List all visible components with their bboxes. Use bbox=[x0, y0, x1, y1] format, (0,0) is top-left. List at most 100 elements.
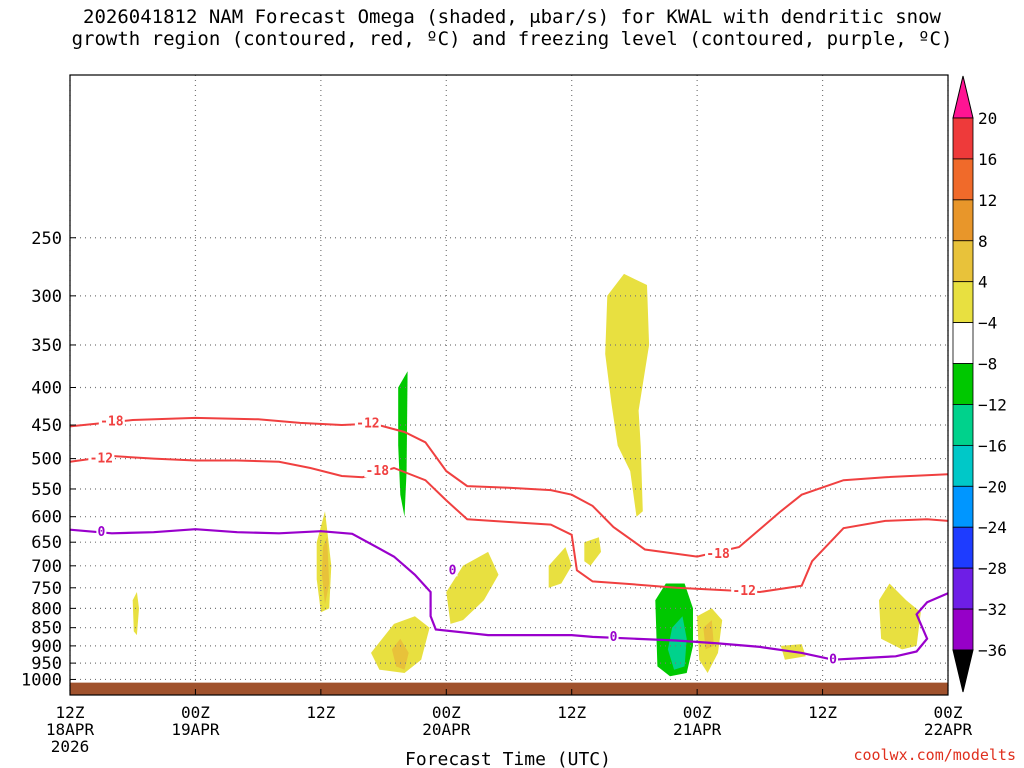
y-tick-label-900: 900 bbox=[31, 637, 62, 657]
colorbar-swatch-3 bbox=[952, 240, 974, 283]
colorbar-swatch-11 bbox=[952, 567, 974, 610]
y-tick-label-600: 600 bbox=[31, 508, 62, 528]
isotherm-label-bg-5 bbox=[731, 583, 758, 598]
colorbar-bottom-arrow bbox=[952, 649, 974, 693]
omega-region-21 bbox=[391, 638, 409, 670]
colorbar-swatch-0 bbox=[952, 117, 974, 160]
isotherm-minus18-line bbox=[69, 416, 949, 558]
colorbar-label-11: −28 bbox=[978, 559, 1007, 578]
freezing-label-3: 0 bbox=[829, 653, 837, 668]
contour-lines: -18 -12 -18 -12 -18 -12 0 0 0 0 bbox=[69, 413, 949, 668]
colorbar-label-3: 8 bbox=[978, 232, 988, 251]
y-tick-label-500: 500 bbox=[31, 450, 62, 470]
colorbar-label-12: −32 bbox=[978, 600, 1007, 619]
colorbar-label-13: −36 bbox=[978, 641, 1007, 660]
x-tick-label-h84-2: 22APR bbox=[924, 720, 973, 739]
omega-region-11 bbox=[605, 273, 650, 517]
freezing-label-0: 0 bbox=[97, 525, 105, 540]
isotherm-label-bg-0 bbox=[98, 413, 125, 428]
chart-title: 2026041812 NAM Forecast Omega (shaded, μ… bbox=[0, 6, 1024, 50]
colorbar-swatch-6 bbox=[952, 363, 974, 405]
freezing-level-line bbox=[69, 528, 949, 661]
x-tick-label-h48-1: 12Z bbox=[557, 703, 586, 722]
x-tick-label-h12-1: 00Z bbox=[181, 703, 210, 722]
credit-link[interactable]: coolwx.com/modelts bbox=[853, 746, 1016, 764]
colorbar-label-6: −8 bbox=[978, 355, 997, 374]
isotherm-label-bg-1 bbox=[354, 415, 381, 430]
y-tick-label-400: 400 bbox=[31, 379, 62, 399]
chart-title-line-2: growth region (contoured, red, ºC) and f… bbox=[71, 28, 953, 50]
y-tick-label-700: 700 bbox=[31, 557, 62, 577]
colorbar: 20 16 12 8 4 −4 −8 −12 −16 −20 −24 −28 −32 −36 bbox=[952, 75, 1007, 693]
freezing-label-bg-2 bbox=[608, 629, 619, 643]
y-tick-label-800: 800 bbox=[31, 599, 62, 619]
x-tick-label-h60-2: 21APR bbox=[673, 720, 722, 739]
omega-region-17 bbox=[584, 537, 601, 566]
x-tick-label-h84-1: 00Z bbox=[934, 703, 963, 722]
colorbar-label-7: −12 bbox=[978, 395, 1007, 414]
freezing-label-bg-3 bbox=[828, 652, 839, 666]
omega-shading bbox=[132, 213, 921, 677]
omega-region-6 bbox=[379, 494, 390, 624]
y-tick-label-650: 650 bbox=[31, 533, 62, 553]
colorbar-label-9: −20 bbox=[978, 477, 1007, 496]
isotherm-label-bg-4 bbox=[364, 463, 391, 478]
isotherm-label-bg-3 bbox=[88, 450, 115, 465]
y-tick-label-1000: 1000 bbox=[21, 670, 62, 690]
freezing-label-1: 0 bbox=[449, 563, 457, 578]
x-axis-label: Forecast Time (UTC) bbox=[405, 749, 611, 768]
y-tick-label-350: 350 bbox=[31, 336, 62, 356]
colorbar-swatch-7 bbox=[952, 404, 974, 446]
isotherm-minus12-line bbox=[69, 454, 949, 594]
colorbar-swatch-9 bbox=[952, 485, 974, 528]
grid bbox=[69, 75, 949, 695]
colorbar-swatch-4 bbox=[952, 281, 974, 324]
ground-layer bbox=[70, 682, 948, 695]
x-tick-label-h0-1: 12Z bbox=[56, 703, 85, 722]
omega-region-20 bbox=[132, 592, 139, 636]
omega-region-2 bbox=[398, 371, 408, 517]
y-tick-label-300: 300 bbox=[31, 287, 62, 307]
isotherm-label-4: -18 bbox=[366, 464, 390, 479]
colorbar-swatch-12 bbox=[952, 608, 974, 651]
colorbar-label-4: 4 bbox=[978, 273, 988, 292]
x-tick-label-h72-1: 12Z bbox=[808, 703, 837, 722]
colorbar-swatch-10 bbox=[952, 526, 974, 569]
omega-region-1 bbox=[400, 224, 420, 621]
x-tick-label-h0-3: 2026 bbox=[51, 737, 90, 756]
y-tick-label-750: 750 bbox=[31, 579, 62, 599]
colorbar-swatch-8 bbox=[952, 444, 974, 487]
freezing-label-2: 0 bbox=[610, 630, 618, 645]
plot-frame bbox=[69, 74, 949, 696]
x-tick-label-h0-2: 18APR bbox=[46, 720, 95, 739]
colorbar-swatch-1 bbox=[952, 158, 974, 201]
x-tick-label-h60-1: 00Z bbox=[683, 703, 712, 722]
omega-region-10 bbox=[876, 647, 909, 673]
omega-region-23 bbox=[321, 537, 330, 605]
axes: 2503003504004505005506006507007508008509… bbox=[21, 74, 973, 756]
omega-region-7 bbox=[555, 561, 656, 667]
x-tick-label-h36-1: 00Z bbox=[432, 703, 461, 722]
x-tick-label-h24-1: 12Z bbox=[306, 703, 335, 722]
omega-region-3 bbox=[427, 213, 436, 307]
colorbar-label-1: 16 bbox=[978, 150, 997, 169]
colorbar-top-arrow bbox=[952, 75, 974, 119]
omega-region-0 bbox=[389, 218, 415, 609]
y-tick-label-550: 550 bbox=[31, 480, 62, 500]
omega-region-16 bbox=[548, 547, 572, 588]
omega-region-9 bbox=[667, 616, 687, 670]
omega-region-4 bbox=[358, 285, 371, 601]
isotherm-label-bg-2 bbox=[705, 546, 732, 561]
isotherm-label-5: -12 bbox=[732, 584, 755, 599]
colorbar-label-2: 12 bbox=[978, 191, 997, 210]
colorbar-label-8: −16 bbox=[978, 436, 1007, 455]
colorbar-label-0: 20 bbox=[978, 109, 997, 128]
isotherm-label-1: -12 bbox=[356, 417, 379, 432]
y-tick-label-250: 250 bbox=[31, 229, 62, 249]
colorbar-label-5: −4 bbox=[978, 314, 997, 333]
colorbar-swatch-2 bbox=[952, 199, 974, 242]
freezing-label-bg-0 bbox=[96, 525, 107, 539]
isotherm-label-0: -18 bbox=[100, 414, 124, 429]
y-tick-label-450: 450 bbox=[31, 416, 62, 436]
